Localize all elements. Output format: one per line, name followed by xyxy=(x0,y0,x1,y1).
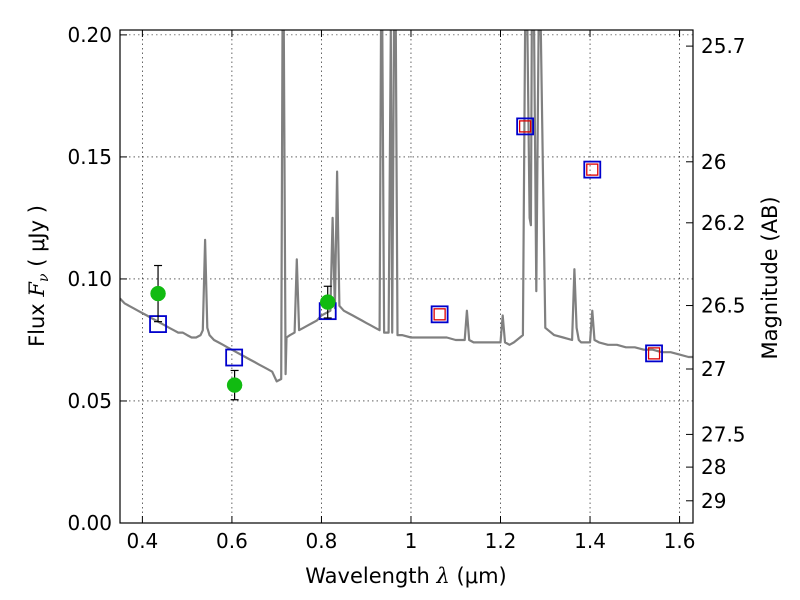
y2-tick-label: 26 xyxy=(701,150,726,174)
y2-tick-label: 27.5 xyxy=(701,422,746,446)
model-photometry-marker xyxy=(583,160,602,179)
observed-photometry-marker xyxy=(518,120,532,133)
y2-tick-label: 29 xyxy=(701,489,726,513)
y2-tick-label: 26.5 xyxy=(701,294,746,318)
y2-axis-label: Magnitude (AB) xyxy=(758,196,782,359)
x-tick-label: 1.4 xyxy=(574,529,606,553)
x-tick-label: 1 xyxy=(405,529,418,553)
x-tick-label: 1.2 xyxy=(485,529,517,553)
y-tick-label: 0.05 xyxy=(67,389,112,413)
plot-area xyxy=(120,30,693,401)
y-tick-label: 0.15 xyxy=(67,145,112,169)
model-photometry-marker xyxy=(430,305,449,324)
model-photometry-marker xyxy=(225,348,244,367)
x-axis-label: Wavelength λ (μm) xyxy=(305,564,506,588)
y2-tick-label: 25.7 xyxy=(701,34,746,58)
model-photometry-marker xyxy=(516,117,535,136)
x-tick-label: 1.6 xyxy=(664,529,696,553)
observed-photometry-marker xyxy=(647,347,661,360)
y2-tick-label: 27 xyxy=(701,357,726,381)
x-tick-label: 0.4 xyxy=(126,529,158,553)
observed-photometry-marker xyxy=(586,163,599,176)
measured-flux-point xyxy=(150,285,166,302)
y-tick-label: 0.20 xyxy=(67,23,112,47)
y-tick-label: 0.10 xyxy=(67,267,112,291)
y2-tick-label: 28 xyxy=(701,455,726,479)
y2-tick-label: 26.2 xyxy=(701,211,746,235)
measured-flux-point xyxy=(319,294,336,310)
axis-ticks: 0.4 0.6 0.8 1 1.2 1.4 1.6 0.00 0.05 0.10 0.15 0.20 2… xyxy=(67,23,745,553)
measured-flux-point xyxy=(226,377,243,393)
x-tick-label: 0.8 xyxy=(306,529,338,553)
x-tick-label: 0.6 xyxy=(216,529,248,553)
y-tick-label: 0.00 xyxy=(67,511,112,535)
plot-series xyxy=(120,30,693,383)
model-spectrum-line xyxy=(120,30,693,383)
observed-photometry-marker xyxy=(433,308,446,321)
model-photometry-marker xyxy=(645,344,663,363)
y-axis-label: Flux Fν ( μJy ) xyxy=(25,205,52,347)
plot-frame xyxy=(119,29,694,524)
